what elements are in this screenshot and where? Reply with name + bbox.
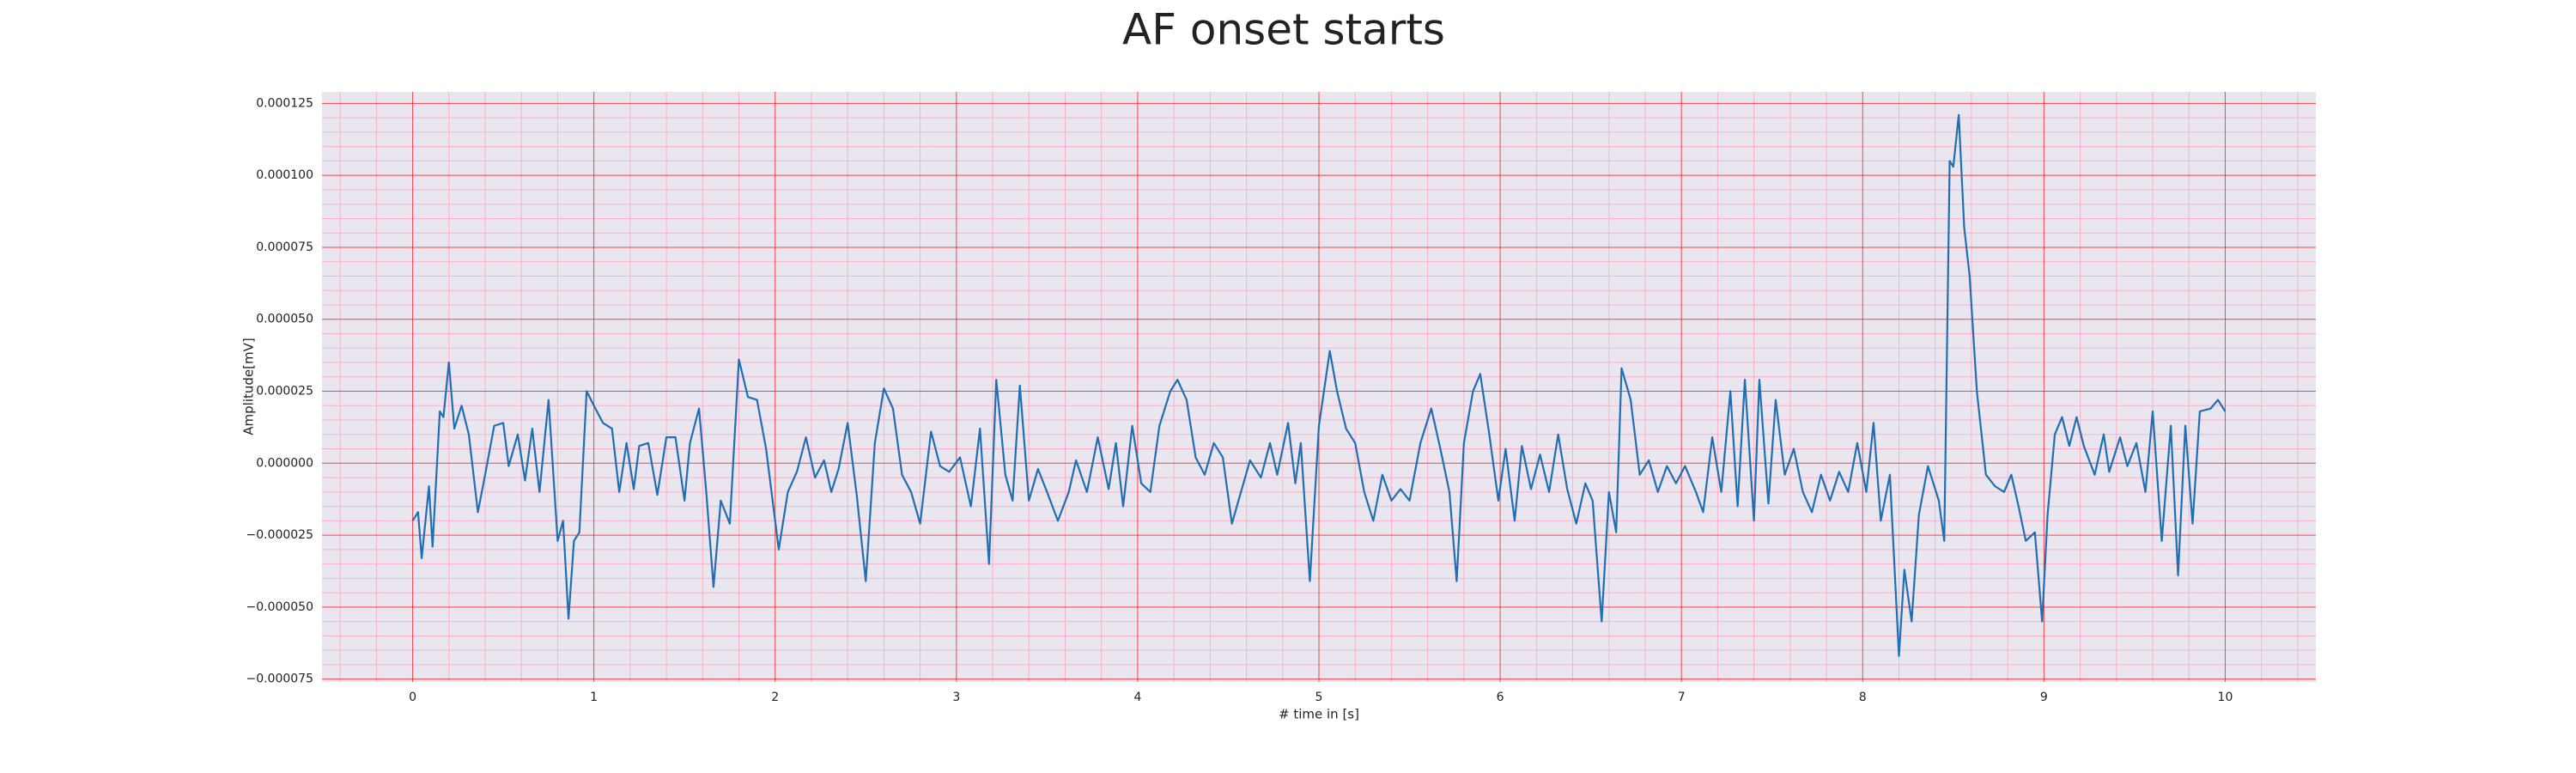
x-tick-label: 0 [409, 691, 416, 704]
x-axis-label: # time in [s] [1279, 707, 1359, 722]
x-tick-label: 1 [590, 691, 598, 704]
y-tick-label: 0.000025 [256, 385, 313, 399]
x-tick-label: 4 [1133, 691, 1141, 704]
y-tick-label: −0.000075 [246, 673, 313, 686]
y-tick-label: −0.000050 [246, 600, 313, 614]
y-tick-label: −0.000025 [246, 528, 313, 542]
x-tick-label: 2 [771, 691, 779, 704]
y-tick-label: 0.000100 [256, 168, 313, 182]
y-tick-label: 0.000050 [256, 313, 313, 326]
y-tick-label: 0.000075 [256, 240, 313, 254]
signal-line [411, 113, 2227, 657]
y-tick-label: 0.000125 [256, 96, 313, 110]
chart-title: AF onset starts [1122, 5, 1445, 55]
x-tick-label: 3 [952, 691, 960, 704]
x-tick-label: 10 [2218, 691, 2233, 704]
x-tick-label: 5 [1315, 691, 1323, 704]
x-tick-label: 6 [1497, 691, 1504, 704]
y-axis-label: Amplitude[mV] [241, 338, 257, 435]
y-tick-label: 0.000000 [256, 456, 313, 470]
x-tick-label: 8 [1859, 691, 1867, 704]
x-tick-label: 9 [2040, 691, 2048, 704]
x-tick-label: 7 [1678, 691, 1686, 704]
